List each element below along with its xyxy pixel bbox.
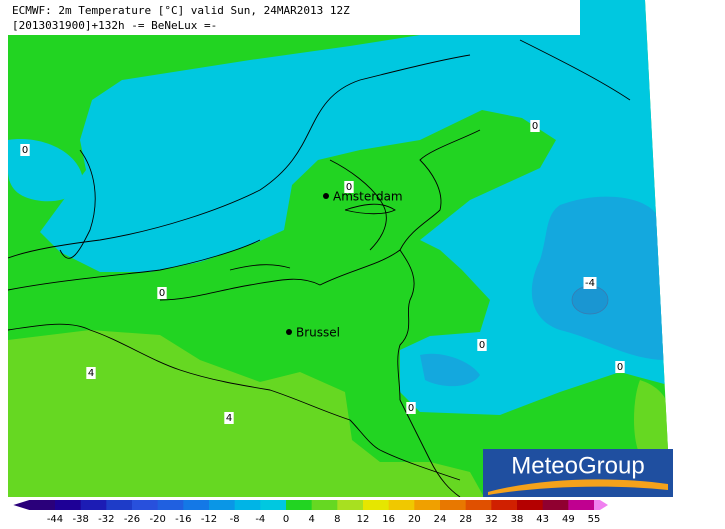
coastline (329, 159, 396, 251)
contour-label-box (20, 144, 30, 156)
city-label: Amsterdam (333, 190, 403, 204)
field-4-8 (8, 330, 484, 497)
field-minus8-minus4 (531, 196, 666, 360)
colorbar-swatch (209, 500, 236, 510)
colorbar-swatch (80, 500, 107, 510)
contour-label: 0 (408, 403, 414, 414)
logo-swoosh (488, 479, 668, 495)
contour-label: 0 (479, 340, 485, 351)
contour-label-box (344, 181, 354, 193)
colorbar-label: -12 (201, 514, 217, 525)
colorbar-swatch (132, 500, 159, 510)
header-box (8, 0, 580, 35)
colorbar-label: -16 (175, 514, 191, 525)
logo: MeteoGroup (483, 449, 673, 497)
colorbar-swatch (388, 500, 415, 510)
colorbar: -44 -38 -32 -26 -20 -16 -12 -8 -4 0 4 8 12 16 20 24 28 32… (13, 500, 608, 525)
colorbar-swatch (286, 500, 313, 510)
field-minus4-0 (40, 0, 668, 415)
contour-label-box (530, 120, 540, 132)
colorbar-swatch (517, 500, 544, 510)
colorbar-label: -26 (124, 514, 140, 525)
contour-label: 0 (22, 145, 28, 156)
coastline (8, 54, 471, 259)
colorbar-label: 12 (357, 514, 370, 525)
contour-label: 0 (159, 288, 165, 299)
colorbar-label: 43 (536, 514, 549, 525)
country-border (8, 323, 461, 481)
city-label: Brussel (296, 326, 340, 340)
logo-text: MeteoGroup (511, 452, 644, 479)
contour-label-box (583, 277, 597, 289)
colorbar-label: -44 (47, 514, 63, 525)
colorbar-label: -38 (72, 514, 88, 525)
colorbar-label: 20 (408, 514, 421, 525)
field-cold-core (571, 285, 609, 315)
field-4-8 (634, 380, 668, 455)
colorbar-label: -32 (98, 514, 114, 525)
labels: Amsterdam Brussel 0 0 0 0 0 0 0 4 4 -4 (20, 120, 625, 424)
contour-label: 4 (226, 413, 232, 424)
coastline (59, 39, 631, 259)
colorbar-swatch (311, 500, 338, 510)
colorbar-label: 16 (382, 514, 395, 525)
colorbar-arrow (13, 500, 56, 510)
contour-label: 0 (617, 362, 623, 373)
colorbar-label: -20 (149, 514, 165, 525)
contour-label: -4 (585, 278, 595, 289)
colorbar-swatch (440, 500, 467, 510)
city-dot (286, 329, 292, 335)
contour-label-box (224, 412, 234, 424)
colorbar-label: 28 (459, 514, 472, 525)
colorbar-swatch (491, 500, 518, 510)
contour-label: 0 (346, 182, 352, 193)
colorbar-label: -4 (255, 514, 265, 525)
colorbar-arrow (594, 500, 608, 510)
colorbar-label: 32 (485, 514, 498, 525)
country-border (399, 399, 461, 497)
colorbar-label: 4 (308, 514, 314, 525)
colorbar-swatch (55, 500, 82, 510)
contour-label-box (406, 402, 416, 414)
colorbar-label: 24 (434, 514, 447, 525)
header-line: ECMWF: 2m Temperature [°C] valid Sun, 24… (12, 4, 350, 17)
country-border (399, 129, 481, 251)
country-border (159, 249, 415, 401)
contour-label-box (86, 367, 96, 379)
contour-label-box (615, 361, 625, 373)
header-line: [2013031900]+132h -= BeNeLux =- (12, 19, 217, 32)
colorbar-swatch (183, 500, 210, 510)
contour-label: 0 (532, 121, 538, 132)
coastline (8, 239, 291, 291)
colorbar-swatch (106, 500, 133, 510)
colorbar-label: 0 (283, 514, 289, 525)
colorbar-swatch (465, 500, 492, 510)
city-dot (323, 193, 329, 199)
colorbar-swatch (363, 500, 390, 510)
colorbar-swatch (414, 500, 441, 510)
colorbar-swatch (337, 500, 364, 510)
colorbar-label: 55 (588, 514, 601, 525)
contour-label-box (477, 339, 487, 351)
colorbar-label: 38 (511, 514, 524, 525)
colorbar-swatch (542, 500, 569, 510)
field-minus8-minus4 (420, 353, 480, 387)
colorbar-label: 49 (562, 514, 575, 525)
colorbar-label: -8 (230, 514, 240, 525)
colorbar-label: 8 (334, 514, 340, 525)
colorbar-swatch (260, 500, 287, 510)
colorbar-swatch (568, 500, 595, 510)
colorbar-swatch (157, 500, 184, 510)
contour-label-box (157, 287, 167, 299)
contour-label: 4 (88, 368, 94, 379)
colorbar-swatch (234, 500, 261, 510)
